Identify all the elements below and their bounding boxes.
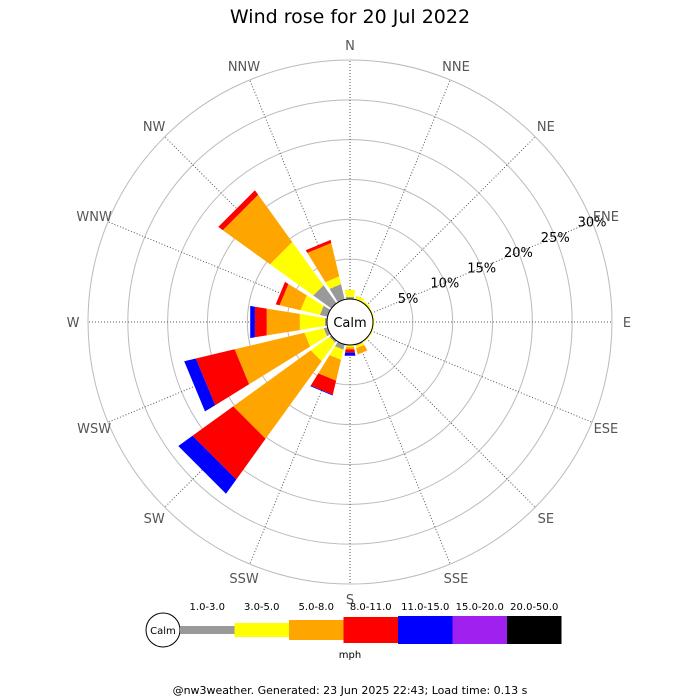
chart-title: Wind rose for 20 Jul 2022 — [230, 6, 470, 28]
petal-s-8.0-11.0 — [345, 349, 355, 353]
ring-label-20: 20% — [504, 246, 533, 261]
petal-nw-1.0-3.0 — [313, 285, 337, 309]
direction-label-ese: ESE — [594, 422, 619, 437]
petal-s-11.0-15.0 — [344, 352, 356, 356]
spoke-ne — [365, 136, 536, 307]
petal-wsw-5.0-8.0 — [234, 332, 311, 385]
legend-label-5.0-8.0: 5.0-8.0 — [299, 602, 334, 613]
ring-label-30: 30% — [578, 216, 607, 231]
direction-label-n: N — [345, 39, 355, 54]
direction-label-ene: ENE — [593, 210, 619, 225]
legend-calm-label: Calm — [150, 626, 176, 637]
petal-wsw-1.0-3.0 — [323, 327, 331, 337]
petal-nw-5.0-8.0 — [222, 194, 293, 265]
direction-label-wsw: WSW — [77, 422, 111, 437]
petal-wnw-8.0-11.0 — [275, 281, 289, 306]
petal-w-11.0-15.0 — [250, 305, 255, 339]
petal-wsw-11.0-15.0 — [184, 358, 216, 412]
ring-label-10: 10% — [430, 277, 459, 292]
petal-sw-8.0-11.0 — [192, 406, 266, 480]
legend-swatch-20.0-50.0 — [507, 616, 562, 644]
ring-label-25: 25% — [541, 231, 570, 246]
legend-label-3.0-5.0: 3.0-5.0 — [244, 602, 279, 613]
petal-ssw-8.0-11.0 — [310, 373, 337, 395]
petal-nw-3.0-5.0 — [270, 242, 324, 296]
legend-swatch-8.0-11.0 — [343, 617, 398, 643]
calm-circle — [326, 298, 374, 346]
petal-sse-3.0-5.0 — [355, 342, 365, 349]
petal-wnw-1.0-3.0 — [319, 305, 331, 317]
direction-label-se: SE — [538, 512, 554, 527]
direction-label-sw: SW — [144, 512, 165, 527]
petal-wnw-5.0-8.0 — [279, 284, 307, 311]
petal-sw-11.0-15.0 — [178, 435, 237, 494]
direction-label-ssw: SSW — [229, 572, 259, 587]
spoke-sse — [358, 343, 451, 565]
ring-labels: 5% 10% 15% 20% 25% 30% — [398, 216, 607, 307]
petal-sw-1.0-3.0 — [329, 335, 337, 343]
petal-ssw-3.0-5.0 — [329, 346, 344, 360]
petal-sw-5.0-8.0 — [233, 350, 322, 439]
calm-center: Calm — [326, 298, 374, 346]
legend-label-20.0-50.0: 20.0-50.0 — [510, 602, 558, 613]
petal-w-5.0-8.0 — [266, 308, 300, 336]
petal-nnw-8.0-11.0 — [305, 239, 332, 253]
direction-label-wnw: WNW — [76, 210, 112, 225]
petal-wsw-8.0-11.0 — [195, 349, 250, 406]
spoke-se — [365, 337, 536, 508]
spoke-ene — [371, 221, 593, 314]
legend: Calm 1.0-3.0 3.0-5.0 5.0-8.0 8.0-11.0 11.0-15… — [145, 602, 562, 661]
petal-nne-3.0-5.0 — [355, 295, 365, 303]
direction-label-e: E — [623, 316, 631, 331]
footer-text: @nw3weather. Generated: 23 Jun 2025 22:4… — [173, 684, 528, 697]
grid-ring-6 — [87, 59, 613, 585]
petal-ssw-5.0-8.0 — [318, 355, 341, 381]
polar-grid — [87, 59, 613, 585]
legend-label-11.0-15.0: 11.0-15.0 — [401, 602, 449, 613]
legend-swatch-1.0-3.0 — [180, 626, 235, 634]
petal-wsw-3.0-5.0 — [304, 328, 327, 347]
grid-ring-5 — [127, 99, 573, 545]
direction-label-s: S — [346, 593, 354, 608]
direction-label-nnw: NNW — [228, 60, 260, 75]
legend-swatch-5.0-8.0 — [289, 620, 344, 640]
legend-label-8.0-11.0: 8.0-11.0 — [350, 602, 392, 613]
ring-label-15: 15% — [467, 261, 496, 276]
petal-nnw-5.0-8.0 — [307, 243, 340, 283]
direction-label-sse: SSE — [444, 572, 469, 587]
spoke-nne — [358, 79, 451, 301]
petal-nnw-3.0-5.0 — [325, 276, 341, 289]
petal-sw-3.0-5.0 — [310, 336, 336, 362]
legend-label-15.0-20.0: 15.0-20.0 — [456, 602, 504, 613]
petal-ne-3.0-5.0 — [363, 301, 371, 309]
direction-label-nw: NW — [143, 120, 166, 135]
direction-label-w: W — [67, 316, 80, 331]
direction-label-nne: NNE — [442, 60, 470, 75]
grid-ring-3 — [207, 179, 493, 465]
petal-se-3.0-5.0 — [363, 335, 370, 342]
ring-label-5: 5% — [398, 292, 419, 307]
petal-w-8.0-11.0 — [254, 306, 267, 338]
legend-swatch-3.0-5.0 — [234, 623, 289, 637]
legend-units: mph — [339, 650, 361, 661]
calm-label: Calm — [333, 316, 366, 331]
legend-swatch-15.0-20.0 — [452, 616, 507, 644]
direction-label-ne: NE — [537, 120, 555, 135]
petal-wnw-3.0-5.0 — [300, 295, 324, 315]
wind-petals — [178, 190, 375, 494]
petal-w-3.0-5.0 — [299, 313, 325, 331]
petal-nw-8.0-11.0 — [218, 190, 259, 231]
legend-swatch-11.0-15.0 — [398, 616, 453, 644]
legend-label-1.0-3.0: 1.0-3.0 — [190, 602, 225, 613]
grid-ring-2 — [246, 218, 454, 426]
petal-sse-5.0-8.0 — [356, 345, 368, 355]
petal-n-3.0-5.0 — [344, 289, 356, 297]
direction-labels: N NNE NE ENE E ESE SE SSE S SSW SW WSW W WNW NW NNW — [67, 39, 632, 608]
petal-ssw-11.0-15.0 — [310, 385, 333, 396]
spoke-ese — [371, 330, 593, 423]
petal-nnw-1.0-3.0 — [329, 284, 345, 303]
petal-s-5.0-8.0 — [345, 347, 355, 350]
